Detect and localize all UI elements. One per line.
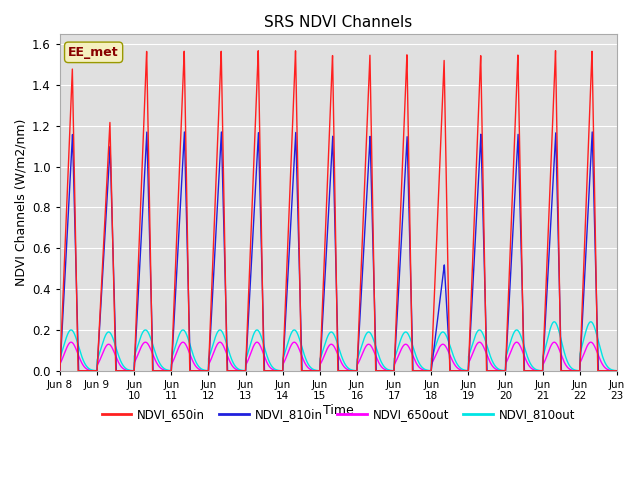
X-axis label: Time: Time [323, 404, 354, 417]
Y-axis label: NDVI Channels (W/m2/nm): NDVI Channels (W/m2/nm) [15, 119, 28, 286]
Title: SRS NDVI Channels: SRS NDVI Channels [264, 15, 413, 30]
Text: EE_met: EE_met [68, 46, 119, 59]
Legend: NDVI_650in, NDVI_810in, NDVI_650out, NDVI_810out: NDVI_650in, NDVI_810in, NDVI_650out, NDV… [97, 403, 580, 425]
